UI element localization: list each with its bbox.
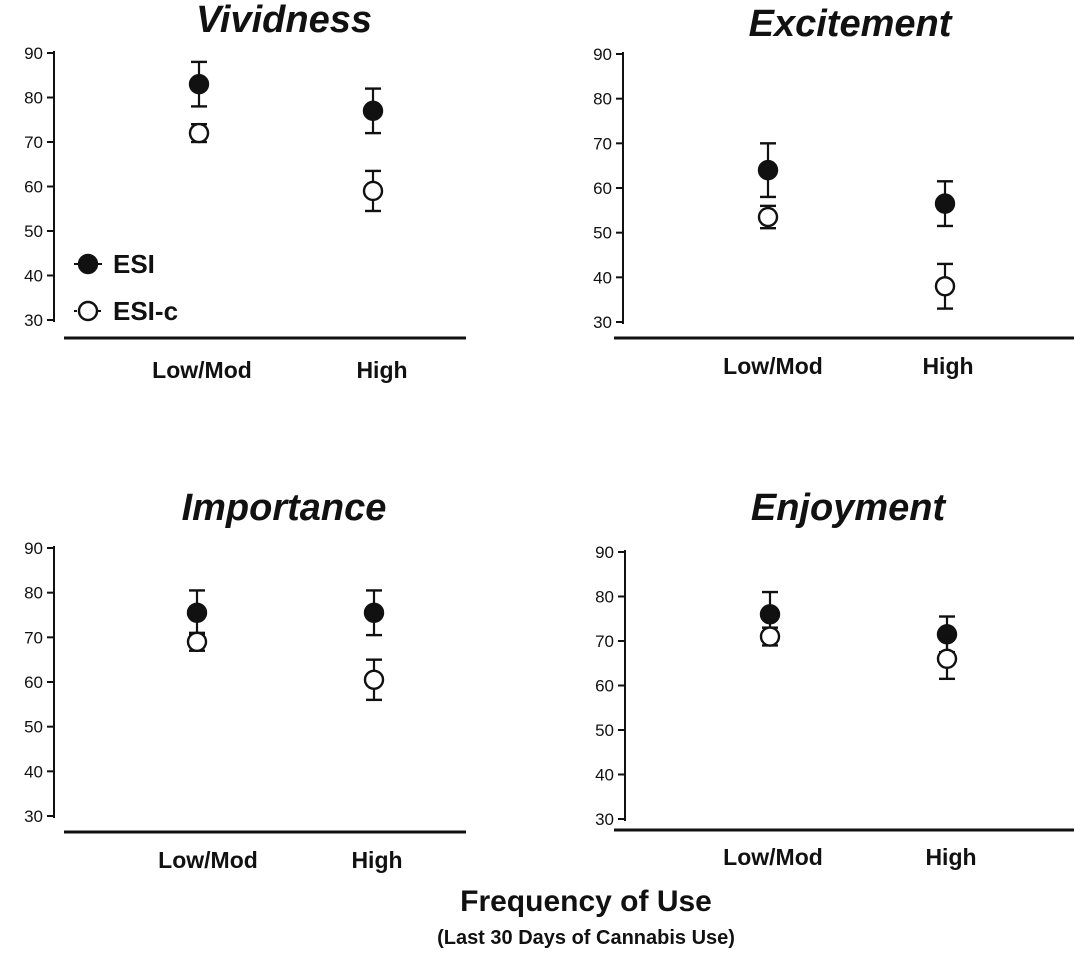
panel-importance: Importance 30 40 50 60 70 80 90 Low/Mod High [24, 487, 466, 873]
data-point-esi-c [362, 180, 384, 202]
data-point-esi [757, 159, 779, 181]
category-label: Low/Mod [152, 357, 252, 383]
y-tick-label: 30 [24, 807, 43, 826]
legend: ESI ESI-c [74, 249, 178, 326]
y-tick-label: 40 [24, 762, 43, 781]
panel-enjoyment: Enjoyment 30 40 50 60 70 80 90 Low/Mod High [595, 487, 1074, 870]
category-label: High [351, 847, 402, 873]
category-label: High [356, 357, 407, 383]
data-point-esi-c [186, 631, 208, 652]
y-tick-label: 50 [24, 718, 43, 737]
category-label: Low/Mod [158, 847, 258, 873]
legend-item-esi-c: ESI-c [74, 296, 178, 326]
data-point-esi [363, 602, 385, 623]
data-point-esi-c [188, 122, 210, 144]
y-tick-label: 60 [595, 677, 614, 696]
data-point-esi-c [363, 669, 385, 690]
y-tick-label: 60 [24, 178, 43, 197]
y-tick-label: 70 [24, 628, 43, 647]
legend-item-esi: ESI [74, 249, 155, 279]
y-tick-label: 80 [595, 588, 614, 607]
x-axis-title: Frequency of Use [460, 885, 712, 918]
y-tick-label: 50 [24, 222, 43, 241]
y-tick-label: 80 [24, 89, 43, 108]
panel-excitement: Excitement 30 40 50 60 70 80 90 Low/Mod High [593, 3, 1074, 379]
y-tick-label: 50 [593, 224, 612, 243]
y-tick-label: 70 [593, 134, 612, 153]
data-point-esi [186, 602, 208, 623]
panel-title: Enjoyment [751, 487, 947, 529]
data-point-esi [759, 604, 781, 625]
y-tick-label: 70 [595, 632, 614, 651]
y-tick-label: 80 [24, 584, 43, 603]
y-tick-label: 40 [24, 267, 43, 286]
y-tick-label: 30 [593, 313, 612, 332]
y-tick-label: 30 [595, 810, 614, 829]
y-tick-label: 70 [24, 133, 43, 152]
category-label: Low/Mod [723, 353, 823, 379]
y-tick-label: 90 [595, 543, 614, 562]
category-label: Low/Mod [723, 844, 823, 870]
panel-title: Excitement [749, 3, 953, 45]
data-point-esi-c [759, 626, 781, 647]
panel-title: Importance [182, 487, 387, 529]
data-point-esi-c [936, 648, 958, 669]
y-tick-label: 90 [593, 45, 612, 64]
y-tick-label: 60 [24, 673, 43, 692]
x-axis-subtitle: (Last 30 Days of Cannabis Use) [437, 927, 735, 949]
y-tick-label: 30 [24, 311, 43, 330]
category-label: High [922, 353, 973, 379]
y-tick-label: 90 [24, 44, 43, 63]
legend-marker [77, 300, 99, 322]
y-tick-label: 60 [593, 179, 612, 198]
category-label: High [925, 844, 976, 870]
legend-label: ESI [113, 249, 155, 279]
y-tick-label: 80 [593, 90, 612, 109]
data-point-esi [934, 193, 956, 214]
y-tick-label: 50 [595, 721, 614, 740]
data-point-esi-c [934, 276, 956, 297]
y-tick-label: 90 [24, 539, 43, 558]
data-point-esi-c [757, 206, 779, 228]
legend-marker [77, 253, 99, 275]
panel-vividness: Vividness 30 40 50 60 70 80 90 Low/Mod High [24, 0, 466, 383]
data-point-esi [188, 73, 210, 95]
legend-label: ESI-c [113, 296, 178, 326]
y-tick-label: 40 [595, 766, 614, 785]
panel-title: Vividness [196, 0, 372, 41]
y-tick-label: 40 [593, 268, 612, 287]
data-point-esi [362, 100, 384, 122]
